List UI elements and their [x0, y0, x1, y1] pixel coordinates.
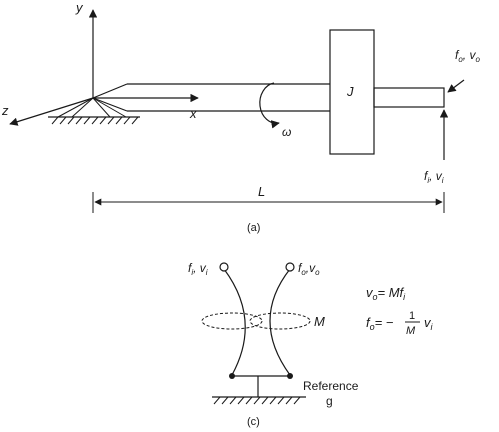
- caption-c: (c): [247, 416, 260, 428]
- node-left-label: fi, vi: [188, 261, 208, 277]
- support-line: [71, 97, 94, 118]
- equation-2-lhs: fo= −: [366, 315, 394, 332]
- branch-left: [223, 268, 246, 376]
- z-axis-label: z: [1, 103, 9, 118]
- y-axis-label: y: [75, 0, 84, 15]
- part-c-transformer-graph: fi, vi fo,vo M Reference g vo= Mfi fo= −…: [188, 261, 434, 428]
- ground-node-label: g: [326, 394, 333, 408]
- support-line: [92, 97, 111, 118]
- output-label: fo, vo: [455, 48, 480, 64]
- part-a-shaft-system: y x z ω J fo, vo fi, v: [1, 0, 480, 234]
- equation-2-rhs: vi: [424, 315, 434, 332]
- coupling-label: M: [314, 314, 325, 329]
- ground-hatch-c: [212, 396, 306, 405]
- input-label: fi, vi: [424, 169, 444, 185]
- shaft-end: [373, 87, 445, 108]
- x-axis-label: x: [189, 106, 197, 121]
- shaft-taper: [92, 83, 128, 112]
- branch-right: [269, 268, 291, 376]
- dimension-label: L: [258, 184, 265, 199]
- reference-label: Reference: [303, 379, 359, 393]
- equation-1: vo= Mfi: [366, 285, 406, 302]
- ground-hatch: [48, 116, 140, 125]
- rotation-arrow: [259, 82, 280, 129]
- equation-2-numerator: 1: [409, 310, 415, 322]
- node-left: [219, 262, 229, 272]
- z-axis: [9, 97, 94, 126]
- inertia-label: J: [346, 84, 354, 99]
- equation-2-denominator: M: [406, 325, 416, 337]
- output-arrow: [447, 79, 465, 93]
- support-line: [57, 97, 94, 118]
- support-line: [92, 97, 127, 118]
- coupling-ellipse-left: [201, 312, 263, 330]
- omega-label: ω: [282, 125, 291, 139]
- coupling-ellipse-right: [249, 312, 311, 330]
- node-right-label: fo,vo: [298, 261, 320, 277]
- caption-a: (a): [247, 222, 260, 234]
- node-right: [285, 262, 295, 272]
